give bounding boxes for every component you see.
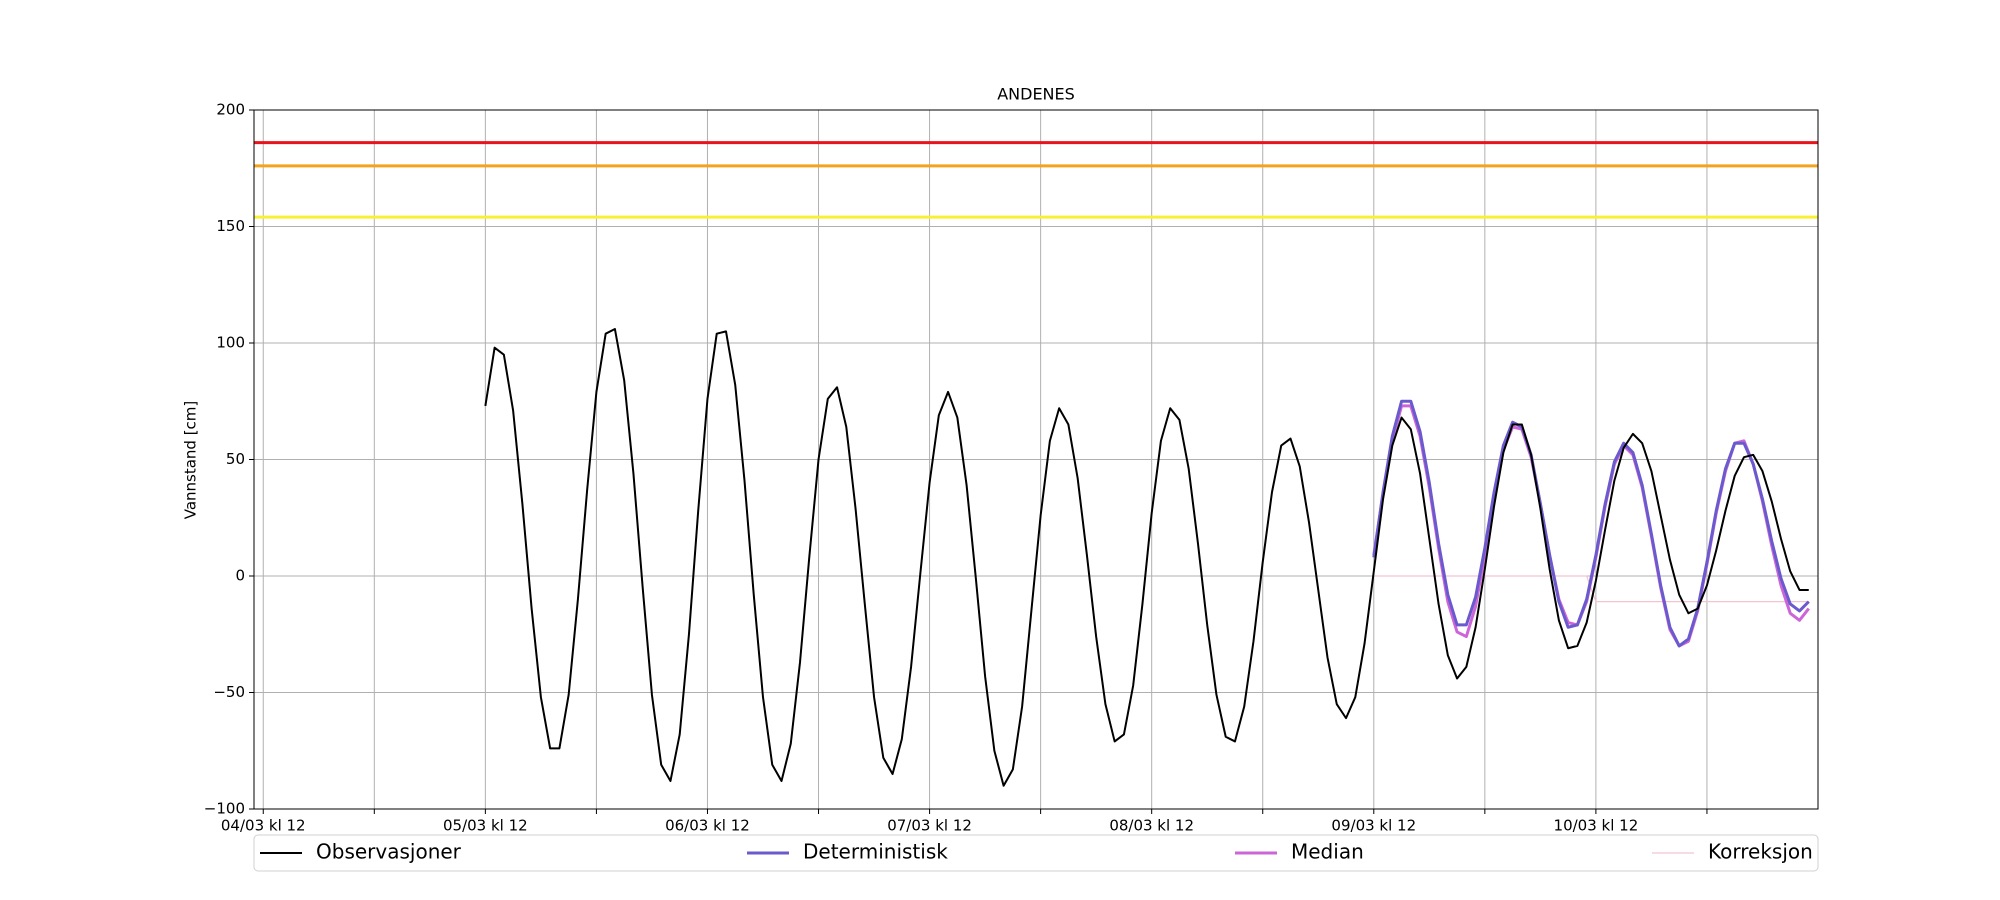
x-tick-label: 04/03 kl 12 bbox=[221, 817, 306, 835]
x-tick-label: 09/03 kl 12 bbox=[1331, 817, 1416, 835]
x-tick-label: 08/03 kl 12 bbox=[1109, 817, 1194, 835]
chart-title: ANDENES bbox=[997, 85, 1075, 104]
legend-label: Korreksjon bbox=[1708, 840, 1813, 864]
y-axis-label: Vannstand [cm] bbox=[182, 401, 200, 520]
x-tick-label: 10/03 kl 12 bbox=[1554, 817, 1639, 835]
y-tick-label: 100 bbox=[216, 334, 245, 352]
x-tick-label: 06/03 kl 12 bbox=[665, 817, 750, 835]
y-tick-label: 50 bbox=[226, 450, 245, 468]
y-tick-label: 0 bbox=[235, 567, 245, 585]
plot-frame bbox=[253, 109, 1819, 810]
data-line bbox=[1372, 399, 1810, 648]
y-tick-label: 150 bbox=[216, 217, 245, 235]
y-tick-label: −100 bbox=[204, 800, 245, 818]
legend-label: Median bbox=[1291, 840, 1364, 864]
data-line bbox=[1373, 575, 1809, 603]
x-tick-label: 05/03 kl 12 bbox=[443, 817, 528, 835]
y-tick-label: −50 bbox=[213, 683, 245, 701]
legend-label: Observasjoner bbox=[316, 840, 462, 864]
x-tick-label: 07/03 kl 12 bbox=[887, 817, 972, 835]
data-line bbox=[484, 328, 1809, 787]
y-tick-label: 200 bbox=[216, 101, 245, 119]
legend-box bbox=[253, 834, 1819, 872]
legend-label: Deterministisk bbox=[803, 840, 948, 864]
